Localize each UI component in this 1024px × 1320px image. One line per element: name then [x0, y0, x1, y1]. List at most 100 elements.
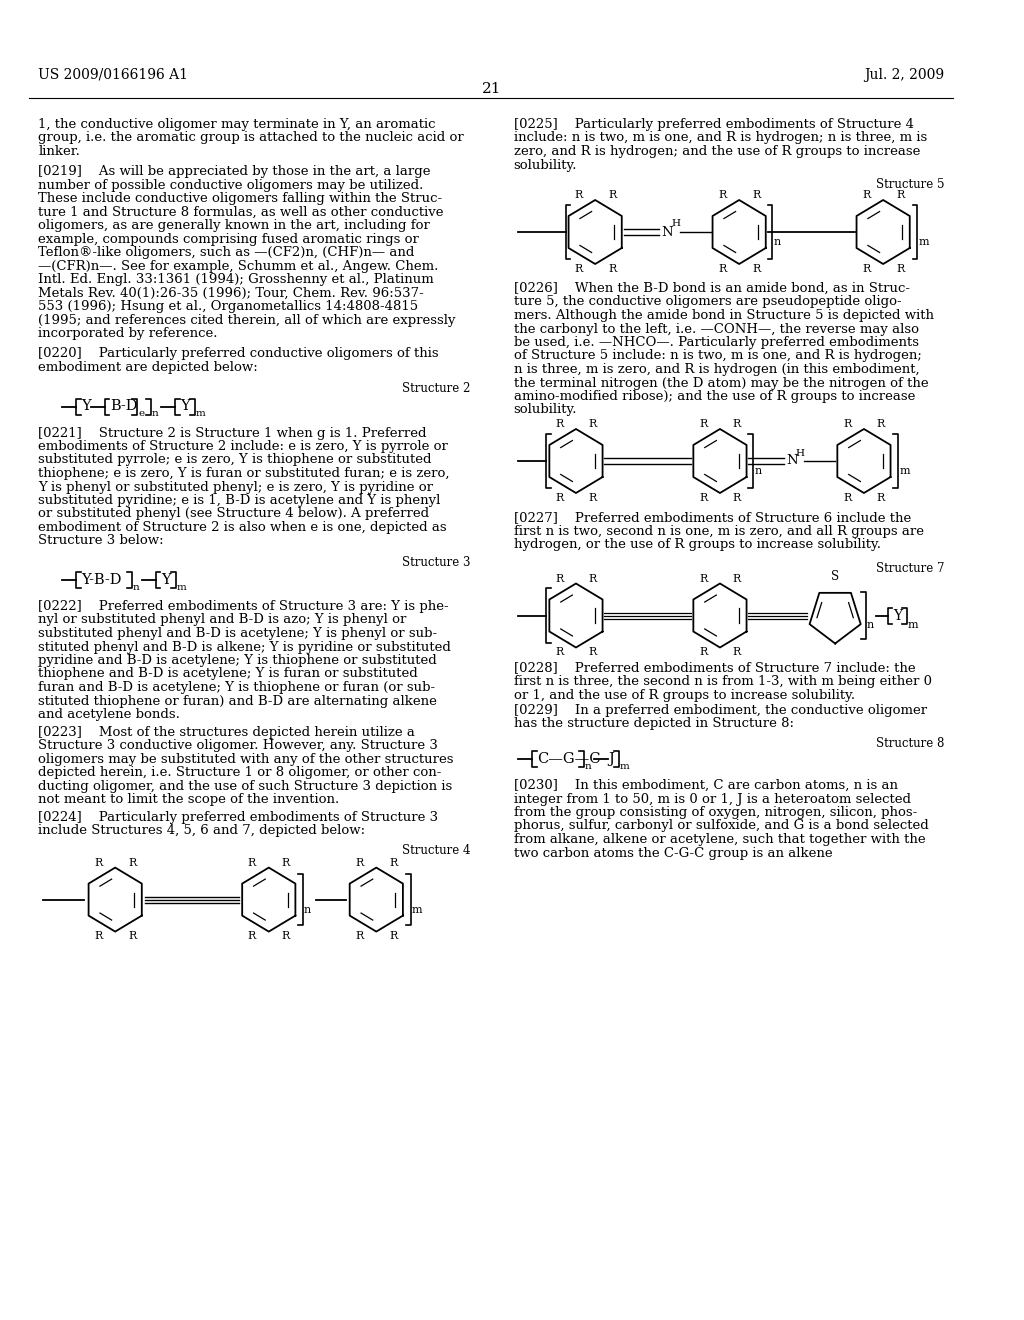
Text: embodiments of Structure 2 include: e is zero, Y is pyrrole or: embodiments of Structure 2 include: e is…: [38, 440, 449, 453]
Text: [0219]    As will be appreciated by those in the art, a large: [0219] As will be appreciated by those i…: [38, 165, 431, 178]
Text: R: R: [699, 574, 708, 583]
Text: Y-B-D: Y-B-D: [82, 573, 122, 587]
Text: Metals Rev. 40(1):26-35 (1996); Tour, Chem. Rev. 96:537-: Metals Rev. 40(1):26-35 (1996); Tour, Ch…: [38, 286, 424, 300]
Text: N: N: [662, 226, 673, 239]
Text: R: R: [94, 932, 102, 941]
Text: [0229]    In a preferred embodiment, the conductive oligomer: [0229] In a preferred embodiment, the co…: [514, 704, 927, 717]
Text: H: H: [796, 449, 805, 458]
Text: group, i.e. the aromatic group is attached to the nucleic acid or: group, i.e. the aromatic group is attach…: [38, 132, 464, 144]
Text: R: R: [555, 420, 563, 429]
Text: first n is two, second n is one, m is zero, and all R groups are: first n is two, second n is one, m is ze…: [514, 524, 924, 537]
Text: —(CFR)n—. See for example, Schumm et al., Angew. Chem.: —(CFR)n—. See for example, Schumm et al.…: [38, 260, 438, 273]
Text: substituted phenyl and B-D is acetylene; Y is phenyl or sub-: substituted phenyl and B-D is acetylene;…: [38, 627, 437, 640]
Text: US 2009/0166196 A1: US 2009/0166196 A1: [38, 69, 188, 82]
Text: m: m: [621, 762, 630, 771]
Text: or 1, and the use of R groups to increase solubility.: or 1, and the use of R groups to increas…: [514, 689, 855, 701]
Text: embodiment of Structure 2 is also when e is one, depicted as: embodiment of Structure 2 is also when e…: [38, 521, 447, 535]
Text: n: n: [132, 583, 139, 591]
Text: and acetylene bonds.: and acetylene bonds.: [38, 708, 180, 721]
Text: R: R: [733, 420, 741, 429]
Text: Y: Y: [161, 573, 171, 587]
Text: R: R: [608, 190, 616, 201]
Text: R: R: [589, 574, 597, 583]
Text: mers. Although the amide bond in Structure 5 is depicted with: mers. Although the amide bond in Structu…: [514, 309, 934, 322]
Text: 1, the conductive oligomer may terminate in Y, an aromatic: 1, the conductive oligomer may terminate…: [38, 117, 436, 131]
Text: B-D: B-D: [111, 400, 138, 413]
Text: linker.: linker.: [38, 145, 80, 158]
Text: R: R: [699, 420, 708, 429]
Text: R: R: [733, 492, 741, 503]
Text: R: R: [128, 932, 136, 941]
Text: of Structure 5 include: n is two, m is one, and R is hydrogen;: of Structure 5 include: n is two, m is o…: [514, 350, 922, 363]
Text: m: m: [907, 619, 919, 630]
Text: amino-modified ribose); and the use of R groups to increase: amino-modified ribose); and the use of R…: [514, 389, 914, 403]
Text: R: R: [94, 858, 102, 867]
Text: m: m: [176, 583, 186, 591]
Text: J: J: [608, 752, 614, 766]
Text: R: R: [555, 647, 563, 657]
Text: R: R: [733, 574, 741, 583]
Text: C—G—C: C—G—C: [538, 752, 601, 766]
Text: Structure 8: Structure 8: [877, 737, 944, 750]
Text: not meant to limit the scope of the invention.: not meant to limit the scope of the inve…: [38, 793, 340, 807]
Text: R: R: [733, 647, 741, 657]
Text: R: R: [555, 492, 563, 503]
Text: H: H: [671, 219, 680, 228]
Text: ture 1 and Structure 8 formulas, as well as other conductive: ture 1 and Structure 8 formulas, as well…: [38, 206, 443, 219]
Text: substituted pyridine; e is 1, B-D is acetylene and Y is phenyl: substituted pyridine; e is 1, B-D is ace…: [38, 494, 440, 507]
Text: These include conductive oligomers falling within the Struc-: These include conductive oligomers falli…: [38, 193, 442, 205]
Text: R: R: [608, 264, 616, 273]
Text: m: m: [919, 238, 929, 247]
Text: R: R: [843, 492, 851, 503]
Text: the carbonyl to the left, i.e. —CONH—, the reverse may also: the carbonyl to the left, i.e. —CONH—, t…: [514, 322, 919, 335]
Text: R: R: [877, 492, 885, 503]
Text: embodiment are depicted below:: embodiment are depicted below:: [38, 360, 258, 374]
Text: thiophene; e is zero, Y is furan or substituted furan; e is zero,: thiophene; e is zero, Y is furan or subs…: [38, 467, 450, 480]
Text: R: R: [718, 264, 726, 273]
Text: Structure 7: Structure 7: [877, 561, 944, 574]
Text: include: n is two, m is one, and R is hydrogen; n is three, m is: include: n is two, m is one, and R is hy…: [514, 132, 927, 144]
Text: m: m: [412, 904, 422, 915]
Text: [0223]    Most of the structures depicted herein utilize a: [0223] Most of the structures depicted h…: [38, 726, 416, 739]
Text: [0228]    Preferred embodiments of Structure 7 include: the: [0228] Preferred embodiments of Structur…: [514, 661, 915, 675]
Text: R: R: [589, 647, 597, 657]
Text: integer from 1 to 50, m is 0 or 1, J is a heteroatom selected: integer from 1 to 50, m is 0 or 1, J is …: [514, 792, 910, 805]
Text: e: e: [138, 409, 144, 418]
Text: R: R: [699, 492, 708, 503]
Text: oligomers may be substituted with any of the other structures: oligomers may be substituted with any of…: [38, 752, 454, 766]
Text: R: R: [718, 190, 726, 201]
Text: 21: 21: [481, 82, 501, 96]
Text: n: n: [585, 762, 591, 771]
Text: [0226]    When the B-D bond is an amide bond, as in Struc-: [0226] When the B-D bond is an amide bon…: [514, 282, 909, 294]
Text: R: R: [389, 932, 397, 941]
Text: first n is three, the second n is from 1-3, with m being either 0: first n is three, the second n is from 1…: [514, 675, 932, 688]
Text: zero, and R is hydrogen; and the use of R groups to increase: zero, and R is hydrogen; and the use of …: [514, 145, 920, 158]
Text: R: R: [555, 574, 563, 583]
Text: R: R: [862, 190, 870, 201]
Text: ducting oligomer, and the use of such Structure 3 depiction is: ducting oligomer, and the use of such St…: [38, 780, 453, 792]
Text: ture 5, the conductive oligomers are pseudopeptide oligo-: ture 5, the conductive oligomers are pse…: [514, 296, 901, 309]
Text: N: N: [786, 454, 798, 467]
Text: R: R: [282, 858, 290, 867]
Text: stituted phenyl and B-D is alkene; Y is pyridine or substituted: stituted phenyl and B-D is alkene; Y is …: [38, 640, 452, 653]
Text: depicted herein, i.e. Structure 1 or 8 oligomer, or other con-: depicted herein, i.e. Structure 1 or 8 o…: [38, 766, 441, 779]
Text: R: R: [896, 190, 904, 201]
Text: phorus, sulfur, carbonyl or sulfoxide, and G is a bond selected: phorus, sulfur, carbonyl or sulfoxide, a…: [514, 820, 929, 833]
Text: R: R: [389, 858, 397, 867]
Text: has the structure depicted in Structure 8:: has the structure depicted in Structure …: [514, 718, 794, 730]
Text: n: n: [773, 238, 780, 247]
Text: [0220]    Particularly preferred conductive oligomers of this: [0220] Particularly preferred conductive…: [38, 347, 439, 360]
Text: R: R: [699, 647, 708, 657]
Text: incorporated by reference.: incorporated by reference.: [38, 327, 218, 341]
Text: n: n: [866, 620, 873, 631]
Text: Structure 3 conductive oligomer. However, any. Structure 3: Structure 3 conductive oligomer. However…: [38, 739, 438, 752]
Text: hydrogen, or the use of R groups to increase solubility.: hydrogen, or the use of R groups to incr…: [514, 539, 881, 550]
Text: R: R: [589, 420, 597, 429]
Text: nyl or substituted phenyl and B-D is azo; Y is phenyl or: nyl or substituted phenyl and B-D is azo…: [38, 614, 407, 627]
Text: [0225]    Particularly preferred embodiments of Structure 4: [0225] Particularly preferred embodiment…: [514, 117, 913, 131]
Text: Structure 4: Structure 4: [401, 843, 470, 857]
Text: R: R: [752, 190, 760, 201]
Text: [0222]    Preferred embodiments of Structure 3 are: Y is phe-: [0222] Preferred embodiments of Structur…: [38, 601, 449, 612]
Text: R: R: [752, 264, 760, 273]
Text: R: R: [282, 932, 290, 941]
